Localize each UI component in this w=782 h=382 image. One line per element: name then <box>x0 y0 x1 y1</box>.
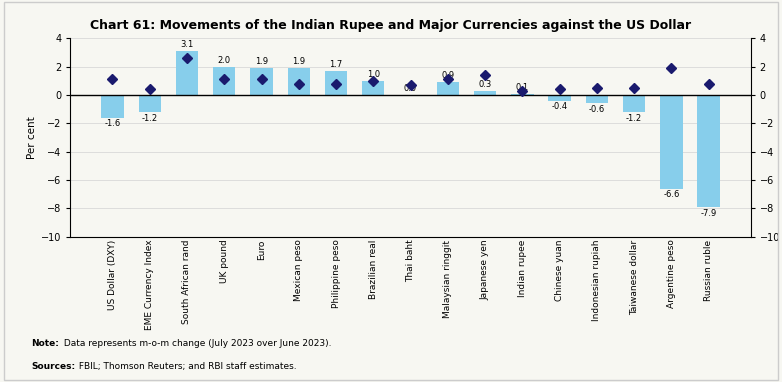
Bar <box>176 51 198 95</box>
Bar <box>698 95 719 207</box>
Bar <box>288 68 310 95</box>
Text: 1.9: 1.9 <box>255 57 268 66</box>
Text: 0.0: 0.0 <box>404 84 417 93</box>
Bar <box>325 71 347 95</box>
Bar <box>362 81 385 95</box>
Text: Sources:: Sources: <box>31 361 75 371</box>
Text: 1.9: 1.9 <box>292 57 305 66</box>
Bar <box>623 95 645 112</box>
Bar <box>102 95 124 118</box>
Text: 1.7: 1.7 <box>329 60 343 69</box>
Text: -0.4: -0.4 <box>551 102 568 111</box>
Text: 0.9: 0.9 <box>441 71 454 81</box>
Y-axis label: Per cent: Per cent <box>27 116 37 159</box>
Text: -0.6: -0.6 <box>589 105 605 114</box>
Text: 0.3: 0.3 <box>479 80 492 89</box>
Text: 3.1: 3.1 <box>181 40 194 49</box>
Text: Note:: Note: <box>31 338 59 348</box>
Text: -1.6: -1.6 <box>104 119 120 128</box>
Text: 2.0: 2.0 <box>217 56 231 65</box>
Text: -6.6: -6.6 <box>663 190 680 199</box>
Text: -7.9: -7.9 <box>701 209 717 218</box>
Bar <box>250 68 273 95</box>
Bar <box>660 95 683 189</box>
Bar <box>511 94 533 95</box>
Bar <box>436 82 459 95</box>
Text: Chart 61: Movements of the Indian Rupee and Major Currencies against the US Doll: Chart 61: Movements of the Indian Rupee … <box>91 19 691 32</box>
Bar <box>474 91 497 95</box>
Bar <box>213 66 235 95</box>
Text: FBIL; Thomson Reuters; and RBI staff estimates.: FBIL; Thomson Reuters; and RBI staff est… <box>76 361 296 371</box>
Text: -1.2: -1.2 <box>142 114 158 123</box>
Text: Data represents m-o-m change (July 2023 over June 2023).: Data represents m-o-m change (July 2023 … <box>61 338 332 348</box>
Text: 0.1: 0.1 <box>516 83 529 92</box>
Text: 1.0: 1.0 <box>367 70 380 79</box>
Bar <box>138 95 161 112</box>
Bar <box>548 95 571 100</box>
Bar <box>586 95 608 104</box>
Text: -1.2: -1.2 <box>626 114 642 123</box>
